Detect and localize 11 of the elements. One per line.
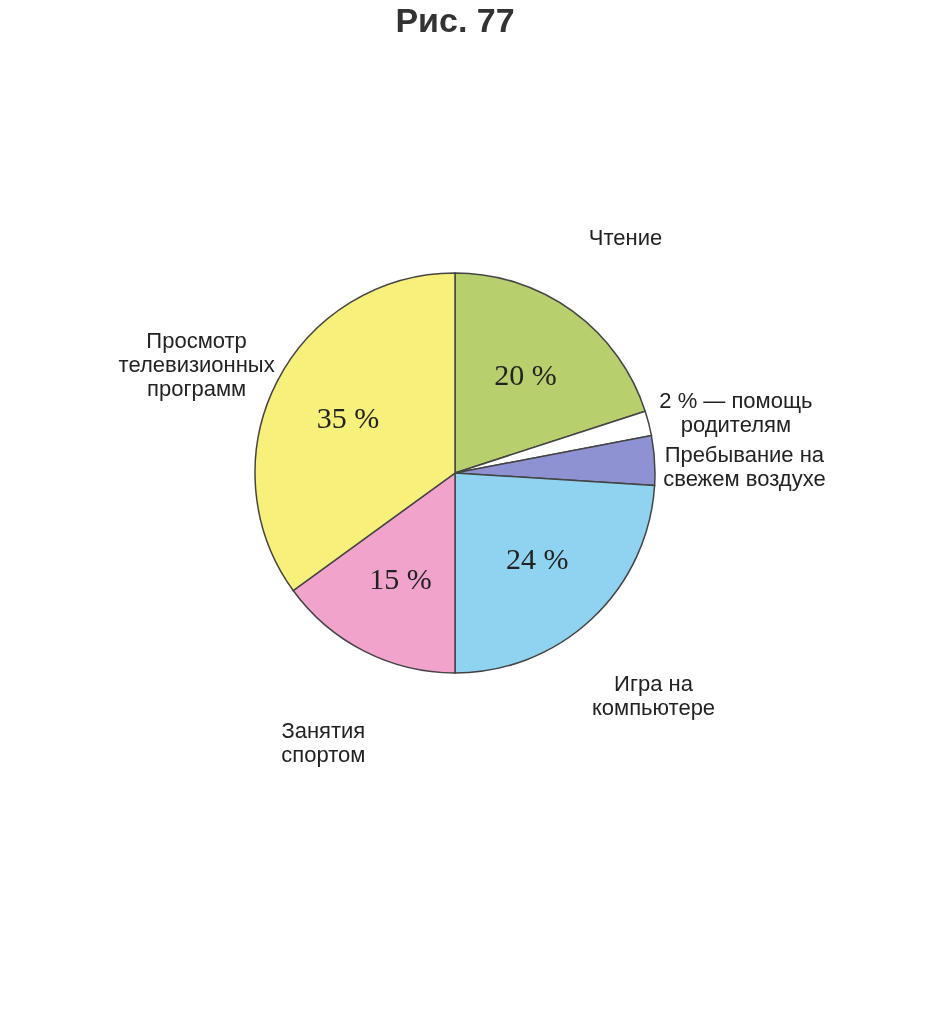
chart-title: Рис. 77 xyxy=(395,1,515,39)
slice-label: Просмотр телевизионных программ xyxy=(118,328,275,402)
slice-label: 2 % — помощь родителям xyxy=(659,387,813,437)
slice-label: Игра на компьютере xyxy=(591,671,716,721)
data-label: 35 % xyxy=(316,400,380,434)
slice-label: Занятия спортом xyxy=(281,718,366,768)
slice-label: Пребывание на свежем воздухе xyxy=(663,441,826,491)
data-label: 24 % xyxy=(505,542,569,576)
data-label: 20 % xyxy=(494,357,557,391)
slice-label: Чтение xyxy=(588,225,663,251)
data-label: 15 % xyxy=(369,561,432,595)
